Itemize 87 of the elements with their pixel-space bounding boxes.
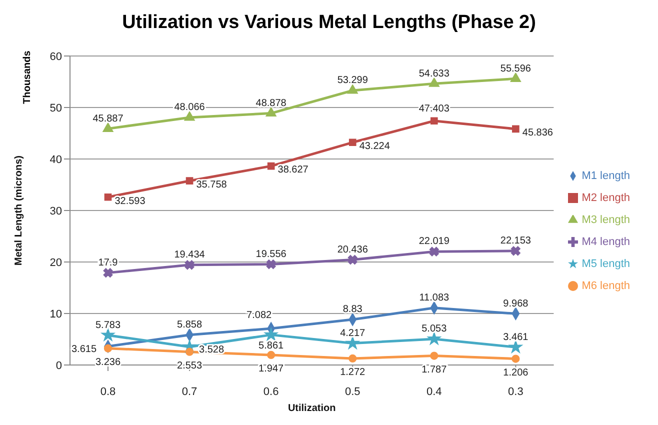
text: Thousands [22, 50, 33, 104]
point [264, 328, 278, 340]
data-label: 1.787 [422, 364, 448, 376]
data-label: 1.947 [258, 364, 284, 375]
y-axis-title: Metal Length (microns) [14, 155, 25, 266]
data-label: 45.887 [92, 113, 124, 124]
point [428, 78, 440, 87]
point [510, 72, 521, 82]
point [429, 246, 439, 256]
point [428, 332, 441, 345]
point [266, 107, 276, 117]
data-label: 38.627 [278, 164, 309, 176]
data-label: 22.153 [500, 236, 532, 247]
point [348, 255, 358, 264]
legend-label: M6 length [582, 280, 630, 292]
data-label: 3.461 [503, 332, 529, 343]
data-label: 48.878 [256, 98, 287, 109]
data-label: 32.593 [114, 196, 146, 207]
x-tick-label: 0.5 [344, 386, 360, 398]
y-tick-label: 0 [56, 360, 62, 372]
x-tick-label: 0.7 [182, 386, 198, 398]
data-label: 1.272 [340, 367, 366, 378]
x-tick-label: 0.3 [508, 386, 524, 398]
data-label: 35.758 [196, 179, 228, 190]
point [512, 354, 520, 363]
legend-label: M2 length [582, 192, 630, 204]
y-tick-label: 10 [50, 308, 62, 320]
point [104, 193, 112, 201]
data-label: 8.83 [342, 304, 363, 316]
y-tick-label: 40 [50, 154, 62, 166]
data-label: 43.224 [359, 141, 390, 152]
point [184, 111, 195, 121]
point [185, 348, 194, 356]
legend-label: M5 length [582, 258, 630, 270]
legend-label: M4 length [582, 236, 630, 248]
point [267, 350, 276, 360]
point [510, 246, 520, 256]
point [267, 162, 275, 170]
point [348, 138, 356, 146]
y-tick-label: 30 [50, 205, 62, 218]
data-label: 5.858 [177, 319, 202, 330]
data-label: 4.217 [340, 328, 366, 339]
y-tick-label: 60 [50, 50, 62, 63]
data-label: 2.553 [177, 360, 202, 372]
legend-label: M3 length [582, 214, 630, 226]
point [348, 354, 357, 363]
point [103, 268, 113, 278]
data-label: 11.083 [419, 292, 450, 304]
data-label: 55.596 [500, 63, 532, 74]
chart-title: Utilization vs Various Metal Lengths (Phase 2) [121, 11, 537, 35]
data-label: 17.9 [98, 257, 118, 268]
data-label: 22.019 [418, 236, 450, 248]
point [186, 177, 194, 185]
data-label: 5.783 [95, 320, 121, 331]
data-label: 7.082 [246, 310, 272, 322]
x-tick-label: 0.8 [100, 386, 116, 398]
data-label: 47.403 [418, 104, 450, 115]
data-label: 9.968 [503, 298, 529, 310]
point [430, 117, 438, 125]
data-label: 3.236 [95, 356, 121, 368]
x-axis-title: Utilization [288, 403, 336, 414]
point [346, 336, 360, 349]
data-label: 45.836 [522, 128, 554, 139]
point [509, 340, 522, 353]
data-label: 53.299 [337, 75, 368, 86]
point [102, 122, 114, 132]
data-label: 5.053 [422, 324, 448, 335]
point [512, 125, 520, 133]
x-tick-label: 0.4 [426, 386, 442, 398]
y-tick-label: 50 [50, 102, 62, 114]
point [104, 344, 112, 352]
data-label: 3.615 [71, 344, 97, 356]
point [101, 328, 115, 341]
data-label: 20.436 [337, 244, 368, 256]
data-label: 1.206 [503, 367, 529, 378]
point [184, 260, 194, 270]
data-label: 5.861 [258, 340, 284, 352]
point [266, 260, 276, 270]
data-label: 19.434 [174, 250, 206, 261]
point [347, 84, 358, 94]
x-tick-label: 0.6 [263, 386, 279, 398]
point [430, 352, 438, 360]
data-label: 48.066 [174, 102, 206, 114]
y-tick-label: 20 [50, 256, 62, 269]
legend-label: M1 length [582, 170, 630, 182]
data-label: 54.633 [418, 68, 450, 80]
data-label: 19.556 [256, 248, 287, 260]
